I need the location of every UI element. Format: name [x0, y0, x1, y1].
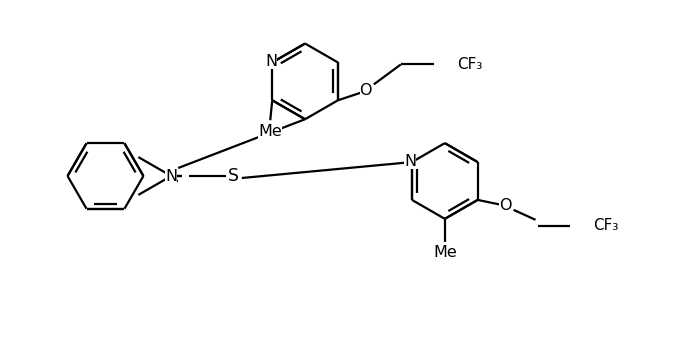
- Text: N: N: [165, 168, 177, 184]
- Text: N: N: [165, 168, 177, 184]
- Text: O: O: [499, 198, 512, 213]
- Text: Me: Me: [259, 124, 282, 139]
- Text: N: N: [265, 54, 277, 69]
- Text: O: O: [360, 83, 372, 98]
- Text: CF₃: CF₃: [593, 218, 619, 233]
- Text: S: S: [229, 167, 239, 185]
- Text: N: N: [165, 168, 177, 184]
- Text: O: O: [360, 83, 372, 98]
- Text: N: N: [404, 154, 416, 169]
- Text: Me: Me: [433, 245, 457, 260]
- Text: S: S: [229, 167, 239, 185]
- Text: O: O: [499, 198, 512, 213]
- Text: N: N: [165, 168, 177, 184]
- Text: N: N: [404, 154, 416, 169]
- Text: N: N: [265, 54, 277, 69]
- Text: CF₃: CF₃: [457, 57, 482, 72]
